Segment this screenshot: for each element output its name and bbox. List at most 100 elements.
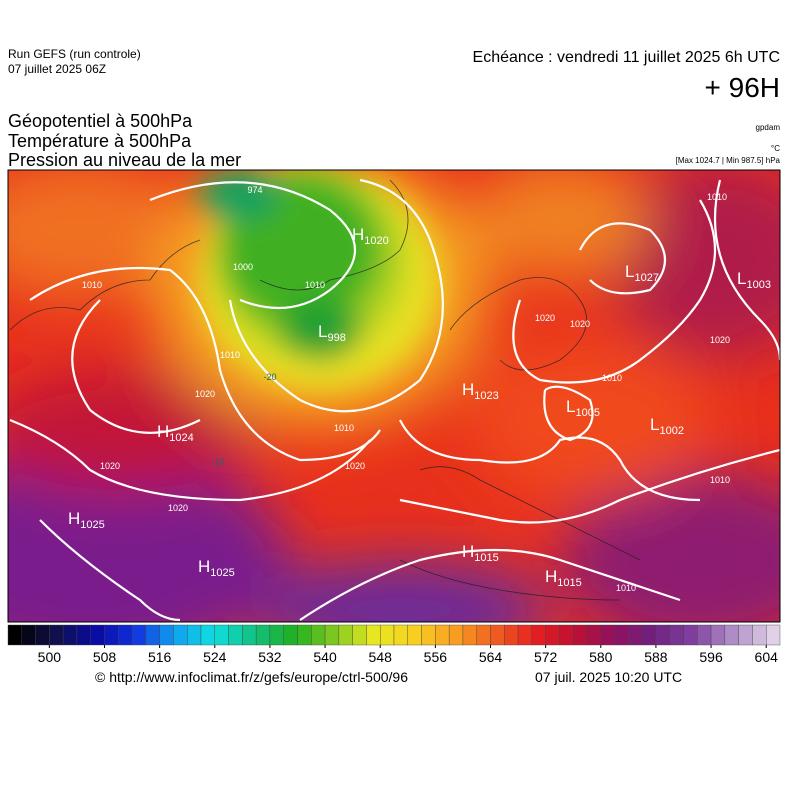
center-value: 1002	[659, 425, 683, 437]
colorbar-swatch	[35, 624, 50, 646]
colorbar-swatch	[131, 624, 147, 646]
colorbar-swatch	[187, 624, 202, 646]
isobar-label: 1010	[616, 583, 636, 593]
colorbar-tick-label: 548	[369, 649, 393, 665]
colorbar-swatch	[669, 624, 684, 646]
source-url: © http://www.infoclimat.fr/z/gefs/europe…	[95, 669, 408, 685]
center-kind: H	[352, 225, 364, 244]
center-kind: L	[737, 269, 746, 288]
colorbar-swatch	[7, 624, 22, 646]
title-line: Géopotentiel à 500hPa	[8, 111, 193, 131]
unit-geo: gpdam	[756, 123, 781, 132]
colorbar-swatch	[517, 624, 533, 646]
isobar-label: 1010	[334, 423, 354, 433]
center-value: 1020	[364, 235, 388, 247]
unit-temp: °C	[771, 144, 780, 153]
colorbar-swatch	[766, 624, 781, 646]
colorbar-swatch	[255, 624, 271, 646]
center-kind: H	[198, 557, 210, 576]
center-kind: H	[462, 542, 474, 561]
center-value: 1025	[210, 567, 234, 579]
pressure-center: H1020	[352, 225, 389, 247]
colorbar-tick-label: 580	[589, 649, 613, 665]
colorbar-swatch	[228, 624, 243, 646]
colorbar-tick-label: 596	[699, 649, 723, 665]
colorbar-swatch	[531, 624, 546, 646]
center-kind: L	[650, 415, 659, 434]
colorbar-swatch	[324, 624, 340, 646]
colorbar-swatch	[586, 624, 601, 646]
center-value: 1003	[746, 279, 770, 291]
isobar-label: 1010	[707, 192, 727, 202]
colorbar-swatch	[421, 624, 436, 646]
run-date: 07 juillet 2025 06Z	[8, 62, 106, 76]
colorbar-swatch	[641, 624, 657, 646]
isotherm-label: -10	[211, 457, 224, 467]
colorbar-tick-label: 540	[313, 649, 337, 665]
colorbar-tick-label: 556	[424, 649, 448, 665]
colorbar-swatch	[600, 624, 615, 646]
isobar-label: 1010	[220, 350, 240, 360]
isobar-label: 1010	[602, 373, 622, 383]
title-line: Température à 500hPa	[8, 131, 192, 151]
center-kind: H	[157, 422, 169, 441]
isobar-label: 1020	[535, 313, 555, 323]
pressure-center: L1005	[566, 397, 600, 419]
center-value: 1015	[474, 552, 498, 564]
colorbar-swatch	[21, 624, 36, 646]
colorbar-swatch	[297, 624, 312, 646]
colorbar-tick-label: 588	[644, 649, 668, 665]
center-kind: L	[625, 262, 634, 281]
colorbar-swatch	[628, 624, 643, 646]
map-frame	[7, 169, 781, 623]
isotherm-label: -20	[263, 372, 276, 382]
isobar-label: 1010	[710, 475, 730, 485]
pressure-center: H1015	[545, 567, 582, 589]
colorbar-swatch	[752, 624, 767, 646]
pressure-center: H1025	[68, 509, 105, 531]
colorbar-tick-label: 500	[38, 649, 62, 665]
colorbar-swatch	[49, 624, 64, 646]
colorbar-swatch	[504, 624, 519, 646]
colorbar-swatch	[145, 624, 160, 646]
pressure-center: H1015	[462, 542, 499, 564]
isobar-label: 974	[247, 185, 262, 195]
pressure-center: L1002	[650, 415, 684, 437]
colorbar-swatch	[104, 624, 119, 646]
map	[8, 170, 780, 622]
colorbar-swatch	[545, 624, 560, 646]
pressure-range: [Max 1024.7 | Min 987.5] hPa	[676, 156, 781, 165]
isobar-label: 1010	[82, 280, 102, 290]
center-kind: H	[545, 567, 557, 586]
isobar-label: 1020	[345, 461, 365, 471]
center-kind: H	[68, 509, 80, 528]
run-label: Run GEFS (run controle)	[8, 47, 141, 61]
colorbar-swatch	[62, 624, 78, 646]
center-kind: L	[318, 322, 327, 341]
colorbar-swatch	[200, 624, 215, 646]
isobar-label: 1020	[710, 335, 730, 345]
colorbar-tick-label: 604	[755, 649, 779, 665]
colorbar-swatch	[338, 624, 353, 646]
isobar-label: 1000	[233, 262, 253, 272]
center-value: 1023	[474, 390, 498, 402]
center-value: 1015	[557, 577, 581, 589]
colorbar-swatch	[214, 624, 229, 646]
isobar-label: 1020	[168, 503, 188, 513]
echeance: Echéance : vendredi 11 juillet 2025 6h U…	[473, 49, 780, 66]
colorbar-swatch	[573, 624, 588, 646]
pressure-center: L1027	[625, 262, 659, 284]
pressure-center: L1003	[737, 269, 771, 291]
colorbar-swatch	[269, 624, 284, 646]
center-value: 1027	[634, 272, 658, 284]
colorbar-swatch	[697, 624, 712, 646]
colorbar-swatch	[448, 624, 464, 646]
colorbar-swatch	[407, 624, 422, 646]
colorbar-swatch	[724, 624, 739, 646]
colorbar-swatch	[380, 624, 395, 646]
pressure-center: H1023	[462, 380, 499, 402]
center-value: 998	[327, 332, 345, 344]
isobar-label: 1010	[305, 280, 325, 290]
isobar-label: 1020	[195, 389, 215, 399]
